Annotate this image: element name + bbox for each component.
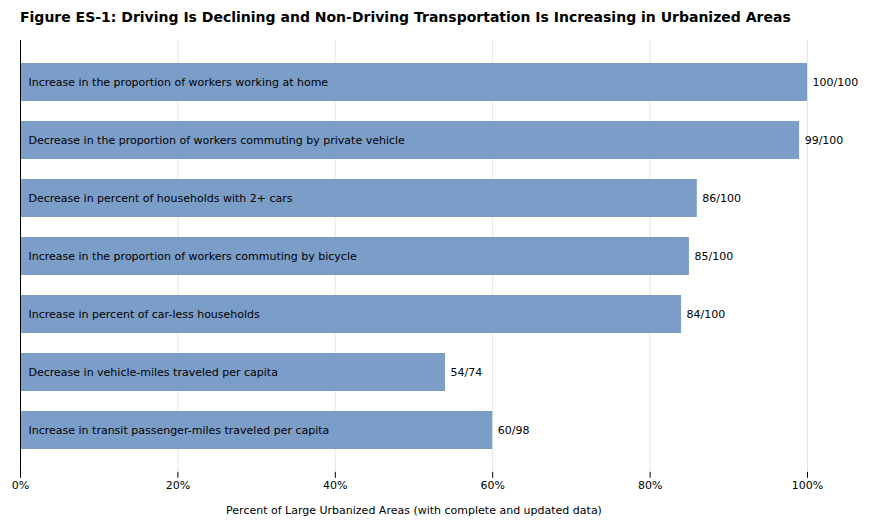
svg-text:Increase in percent of car-les: Increase in percent of car-less househol…	[29, 308, 261, 321]
svg-text:Increase in transit passenger-: Increase in transit passenger-miles trav…	[29, 424, 330, 437]
svg-text:60/98: 60/98	[498, 424, 530, 437]
svg-text:100%: 100%	[792, 479, 823, 492]
svg-text:84/100: 84/100	[687, 308, 726, 321]
svg-text:Decrease in percent of househo: Decrease in percent of households with 2…	[29, 192, 293, 205]
svg-text:Increase in the proportion of: Increase in the proportion of workers wo…	[29, 76, 329, 89]
svg-text:Decrease in vehicle-miles trav: Decrease in vehicle-miles traveled per c…	[29, 366, 278, 379]
svg-text:0%: 0%	[12, 479, 29, 492]
svg-text:85/100: 85/100	[694, 250, 733, 263]
svg-text:99/100: 99/100	[805, 134, 844, 147]
svg-text:100/100: 100/100	[813, 76, 859, 89]
svg-text:20%: 20%	[166, 479, 190, 492]
html-text:Figure ES-1: Driving Is Declin: Figure ES-1: Driving Is Declining and No…	[20, 9, 791, 25]
svg-text:54/74: 54/74	[450, 366, 482, 379]
svg-text:Increase in the proportion of: Increase in the proportion of workers co…	[29, 250, 357, 263]
svg-text:86/100: 86/100	[702, 192, 741, 205]
svg-text:60%: 60%	[480, 479, 504, 492]
svg-text:Percent of Large Urbanized Are: Percent of Large Urbanized Areas (with c…	[226, 505, 602, 518]
svg-text:Decrease in the proportion of: Decrease in the proportion of workers co…	[29, 134, 406, 147]
svg-text:40%: 40%	[323, 479, 347, 492]
svg-text:80%: 80%	[638, 479, 662, 492]
